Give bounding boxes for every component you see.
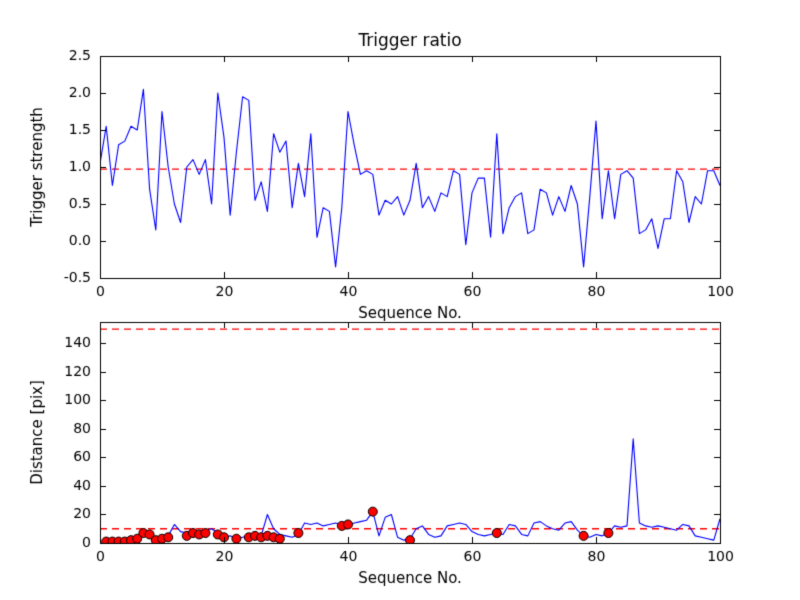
figure (0, 0, 800, 600)
figure-canvas (0, 0, 800, 600)
